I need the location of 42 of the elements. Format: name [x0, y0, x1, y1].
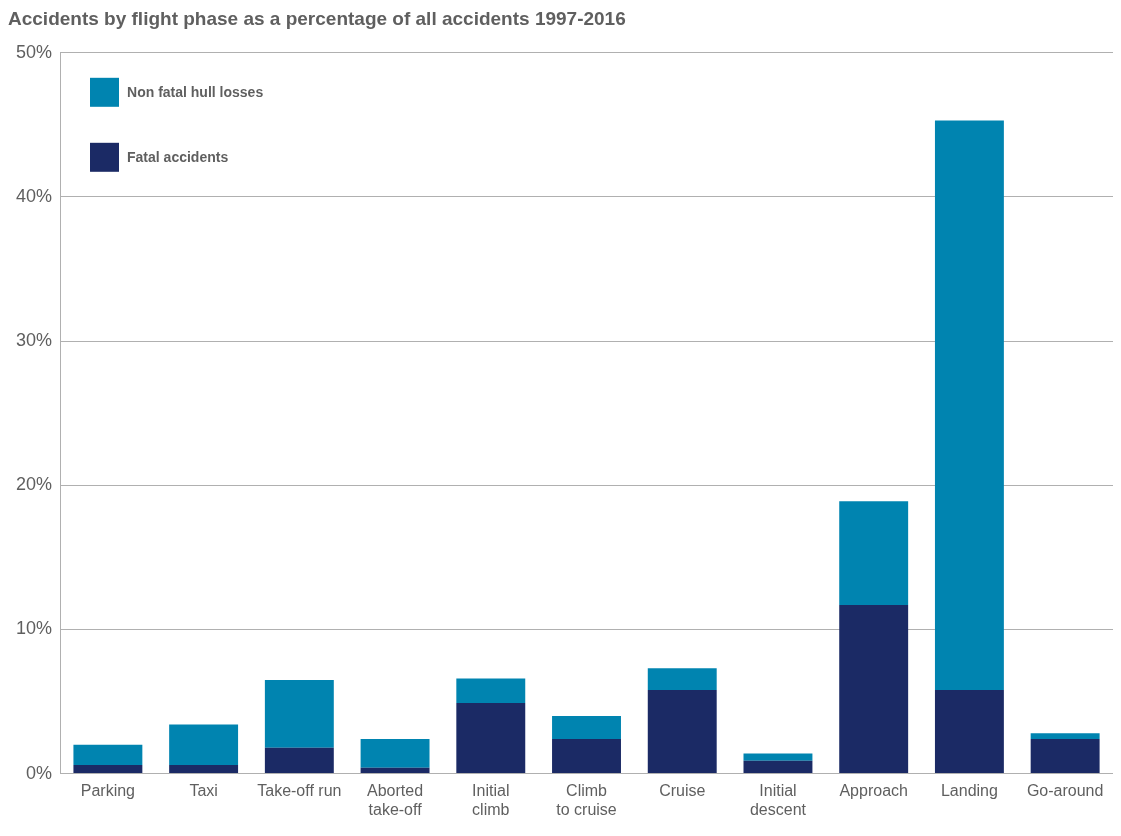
x-tick-label: Take-off run: [257, 781, 342, 799]
bar: [934, 689, 1004, 774]
x-tick-label: Taxi: [189, 781, 218, 799]
x-tick-label: Aborted take-off: [367, 781, 424, 818]
chart-title: Accidents by flight phase as a percentage of all accidents 1997-2016: [8, 7, 626, 29]
bar: [264, 679, 334, 748]
x-tick-label: Approach: [839, 781, 908, 799]
legend-label: Fatal accidents: [127, 148, 229, 165]
x-tick-label: Go-around: [1026, 781, 1104, 799]
bar: [934, 120, 1004, 690]
bar: [647, 668, 717, 690]
bar: [360, 767, 430, 774]
bar: [839, 501, 909, 605]
bar: [169, 764, 239, 774]
bar: [1030, 733, 1100, 739]
y-tick-label: 0%: [26, 762, 53, 783]
y-tick-label: 10%: [16, 618, 53, 639]
x-tick-label: Initial climb: [472, 781, 510, 818]
bar: [1030, 739, 1100, 774]
x-tick-label: Climb to cruise: [556, 781, 617, 818]
bar: [552, 715, 621, 739]
y-tick-label: 20%: [16, 474, 53, 495]
y-tick-label: 50%: [16, 41, 53, 62]
x-tick-label: Cruise: [659, 781, 706, 799]
bar: [839, 604, 909, 774]
x-tick-label: Landing: [940, 781, 998, 799]
bar: [73, 744, 143, 765]
legend-label: Non fatal hull losses: [127, 83, 264, 100]
y-tick-label: 40%: [16, 185, 53, 206]
bar: [743, 760, 813, 774]
bar: [647, 689, 717, 774]
bar: [360, 739, 430, 768]
bar: [73, 764, 143, 774]
x-tick-label: Initial descent: [749, 781, 807, 818]
bar: [264, 747, 334, 774]
bar: [169, 724, 239, 765]
bar: [743, 753, 813, 761]
y-tick-label: 30%: [16, 330, 53, 351]
bar: [456, 702, 526, 774]
x-tick-label: Parking: [80, 781, 136, 799]
bar: [552, 739, 621, 774]
bar: [456, 678, 526, 703]
